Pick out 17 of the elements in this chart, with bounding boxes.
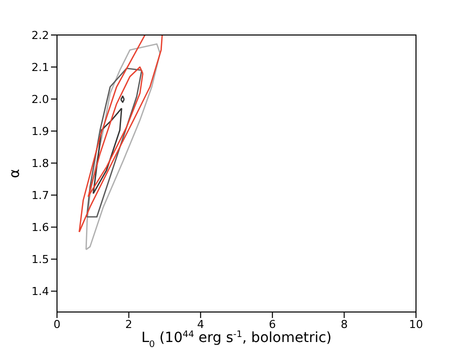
y-tick-label: 1.6 — [32, 221, 49, 234]
x-tick-label: 4 — [197, 318, 204, 331]
y-tick-label: 2.1 — [32, 60, 49, 74]
y-tick-label: 2.0 — [32, 92, 49, 106]
y-tick-label: 1.7 — [32, 189, 49, 202]
x-axis-title: L$_{0}$ (10$^{44}$ erg s$^{-1}$, bolometric) — [141, 330, 332, 348]
x-tick-label: 2 — [125, 318, 132, 331]
x-tick-label: 8 — [340, 318, 348, 331]
y-tick-label: 1.9 — [32, 124, 49, 138]
y-axis-title: α — [7, 168, 23, 178]
y-tick-label: 2.2 — [32, 28, 49, 42]
x-tick-label: 10 — [409, 318, 423, 331]
x-tick-label: 6 — [268, 318, 276, 331]
y-tick-label: 1.5 — [32, 253, 49, 266]
x-tick-label: 0 — [54, 318, 60, 331]
y-tick-label: 1.4 — [32, 285, 49, 298]
y-tick-label: 1.8 — [32, 156, 49, 170]
